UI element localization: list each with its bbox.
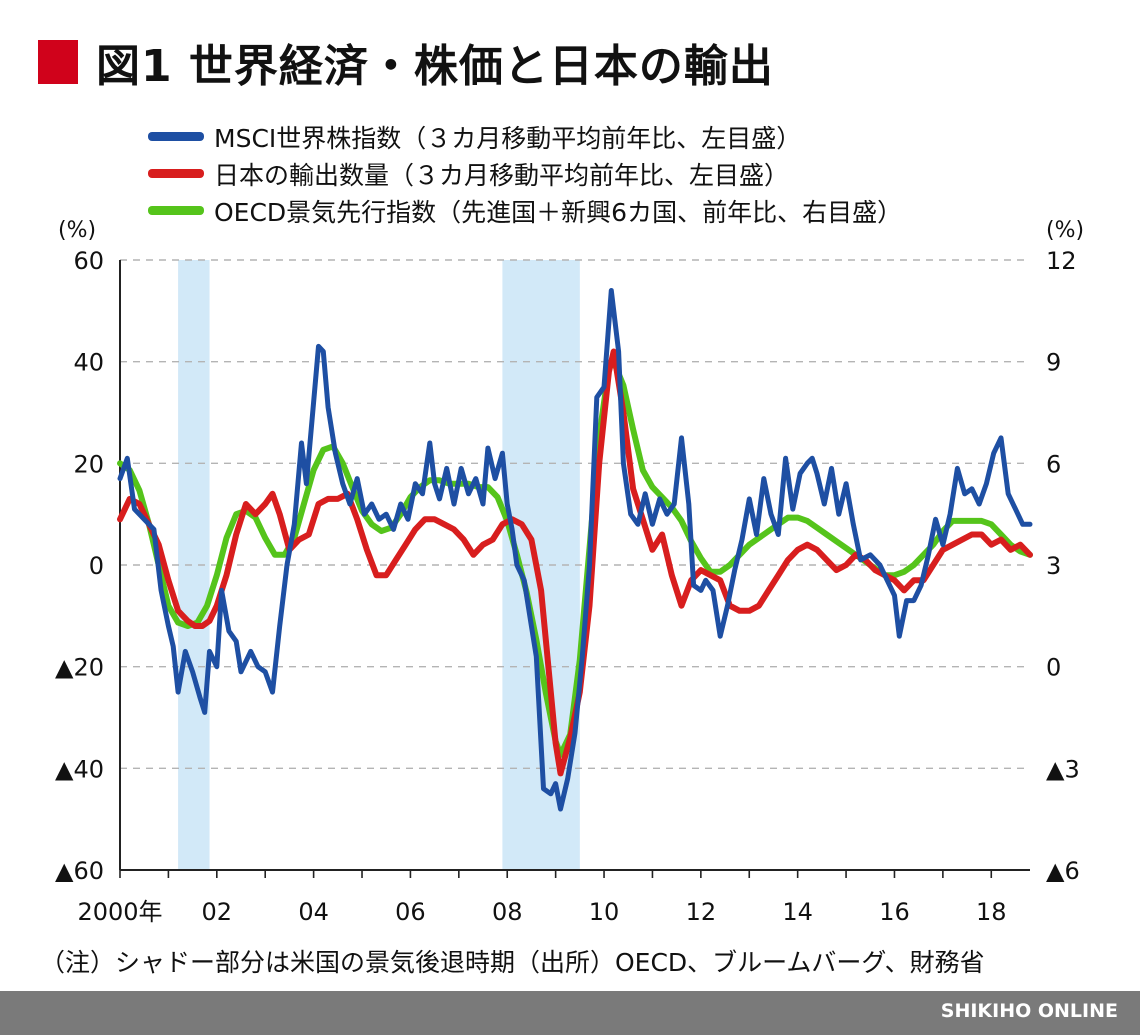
footer-brand: SHIKIHO ONLINE bbox=[940, 1000, 1118, 1022]
legend-label-oecd: OECD景気先行指数（先進国＋新興6カ国、前年比、右目盛） bbox=[214, 197, 903, 227]
x-tick-label-5: 10 bbox=[589, 898, 620, 926]
chart-title: 図1 世界経済・株価と日本の輸出 bbox=[96, 41, 774, 92]
y-left-tick-label-5: ▲40 bbox=[55, 755, 104, 783]
series-line-msci bbox=[117, 288, 1033, 812]
x-tick-label-7: 14 bbox=[782, 898, 813, 926]
y-right-tick-label-3: 3 bbox=[1046, 552, 1061, 580]
x-tick-label-2: 04 bbox=[298, 898, 329, 926]
y-right-tick-label-1: 9 bbox=[1046, 349, 1061, 377]
legend-item-msci: MSCI世界株指数（３カ月移動平均前年比、左目盛） bbox=[148, 118, 902, 155]
legend-swatch-exports bbox=[148, 169, 204, 178]
left-axis-unit: (%) bbox=[58, 218, 97, 243]
legend-item-oecd: OECD景気先行指数（先進国＋新興6カ国、前年比、右目盛） bbox=[148, 192, 902, 229]
y-left-tick-label-6: ▲60 bbox=[55, 857, 104, 885]
y-left-tick-label-0: 60 bbox=[73, 247, 104, 275]
x-tick-label-9: 18 bbox=[976, 898, 1007, 926]
series-line-exports bbox=[117, 348, 1033, 777]
legend-label-msci: MSCI世界株指数（３カ月移動平均前年比、左目盛） bbox=[214, 123, 802, 153]
y-right-tick-label-4: 0 bbox=[1046, 654, 1061, 682]
x-tick-label-3: 06 bbox=[395, 898, 426, 926]
source-note: （注）シャドー部分は米国の景気後退時期（出所）OECD、ブルームバーグ、財務省 bbox=[40, 948, 985, 977]
x-tick-label-0: 2000年 bbox=[77, 898, 162, 926]
y-left-tick-label-3: 0 bbox=[89, 552, 104, 580]
y-right-tick-label-0: 12 bbox=[1046, 247, 1077, 275]
legend: MSCI世界株指数（３カ月移動平均前年比、左目盛） 日本の輸出数量（３カ月移動平… bbox=[148, 118, 902, 229]
right-axis-unit: (%) bbox=[1046, 218, 1085, 243]
legend-swatch-oecd bbox=[148, 206, 204, 215]
title-marker bbox=[38, 40, 78, 84]
y-left-tick-label-2: 20 bbox=[73, 450, 104, 478]
legend-swatch-msci bbox=[148, 132, 204, 141]
legend-item-exports: 日本の輸出数量（３カ月移動平均前年比、左目盛） bbox=[148, 155, 902, 192]
footer-bar: SHIKIHO ONLINE bbox=[0, 991, 1140, 1035]
y-left-tick-label-1: 40 bbox=[73, 349, 104, 377]
y-right-tick-label-5: ▲3 bbox=[1046, 755, 1080, 783]
x-tick-label-6: 12 bbox=[686, 898, 717, 926]
legend-label-exports: 日本の輸出数量（３カ月移動平均前年比、左目盛） bbox=[214, 160, 790, 190]
x-tick-label-8: 16 bbox=[879, 898, 910, 926]
y-left-tick-label-4: ▲20 bbox=[55, 654, 104, 682]
y-right-tick-label-6: ▲6 bbox=[1046, 857, 1080, 885]
x-tick-label-4: 08 bbox=[492, 898, 523, 926]
x-tick-label-1: 02 bbox=[202, 898, 233, 926]
line-chart: 60 40 20 0 ▲20 ▲40 ▲60 12 9 6 3 0 ▲3 ▲6 2000年 02 04 06 08 1… bbox=[55, 247, 1080, 926]
y-right-tick-label-2: 6 bbox=[1046, 450, 1061, 478]
